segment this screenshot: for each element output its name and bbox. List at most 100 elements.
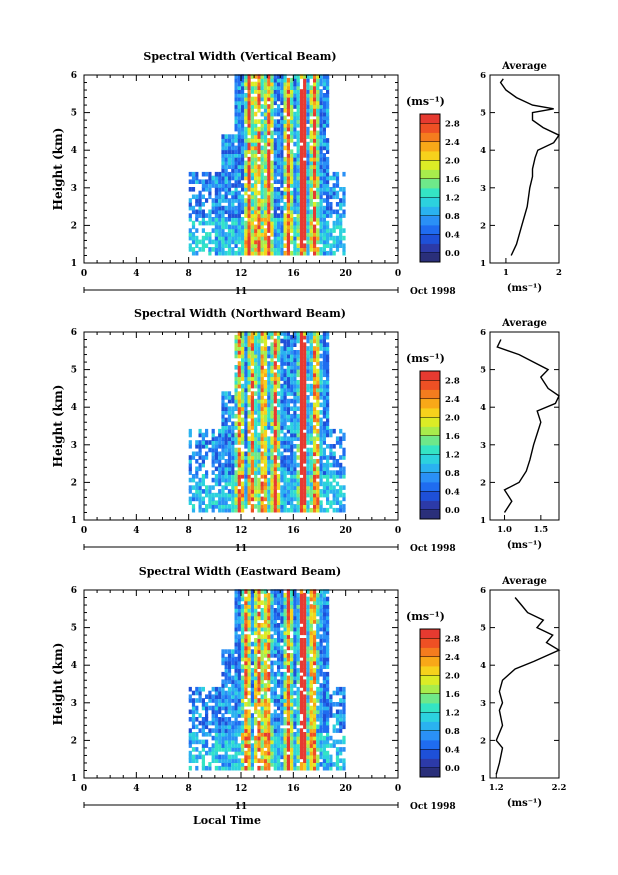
colorbar-tick-label: 1.6 — [445, 175, 460, 185]
heatmap-cell — [250, 702, 254, 707]
heatmap-cell — [267, 713, 271, 718]
heatmap-cell — [322, 630, 326, 636]
heatmap-cell — [286, 743, 290, 748]
heatmap-cell — [257, 683, 261, 688]
heatmap-cell — [257, 743, 261, 748]
heatmap-cell — [319, 164, 323, 169]
heatmap-cell — [247, 175, 251, 181]
heatmap-cell — [247, 224, 251, 230]
heatmap-cell — [277, 357, 281, 363]
heatmap-cell — [296, 250, 300, 256]
heatmap-cell — [309, 645, 313, 651]
heatmap-cell — [296, 485, 300, 490]
heatmap-cell — [296, 649, 300, 654]
heatmap-cell — [290, 156, 294, 162]
heatmap-cell — [231, 724, 235, 730]
heatmap-cell — [306, 686, 310, 692]
heatmap-cell — [286, 428, 290, 434]
heatmap-cell — [299, 596, 304, 602]
heatmap-cell — [260, 664, 264, 669]
heatmap-cell — [270, 758, 274, 763]
heatmap-cell — [273, 683, 277, 688]
heatmap-cell — [303, 496, 307, 502]
heatmap-cell — [270, 383, 274, 389]
heatmap-cell — [322, 391, 326, 396]
heatmap-cell — [293, 376, 297, 381]
heatmap-cell — [260, 391, 264, 396]
heatmap-cell — [342, 485, 346, 490]
heatmap-cell — [260, 668, 264, 673]
heatmap-cell — [250, 342, 254, 347]
heatmap-cell — [260, 470, 264, 475]
heatmap-cell — [319, 372, 323, 378]
heatmap-cell — [267, 187, 271, 192]
heatmap-cell — [306, 85, 310, 90]
heatmap-cell — [286, 93, 290, 98]
heatmap-cell — [231, 410, 235, 415]
heatmap-cell — [247, 187, 251, 192]
heatmap-cell — [306, 357, 310, 363]
heatmap-cell — [286, 444, 290, 449]
heatmap-cell — [303, 600, 307, 605]
heatmap-cell — [303, 432, 307, 438]
heatmap-cell — [241, 331, 245, 336]
heatmap-cell — [329, 232, 333, 237]
heatmap-cell — [263, 334, 268, 340]
heatmap-cell — [195, 451, 199, 457]
heatmap-cell — [329, 447, 333, 453]
heatmap-cell — [316, 717, 320, 722]
heatmap-cell — [205, 451, 209, 457]
heatmap-cell — [313, 247, 317, 252]
heatmap-cell — [195, 209, 199, 215]
heatmap-cell — [247, 93, 251, 98]
heatmap-cell — [191, 224, 196, 230]
heatmap-cell — [257, 380, 261, 385]
heatmap-cell — [332, 171, 336, 177]
profile-unit: (ms⁻¹) — [507, 283, 542, 294]
heatmap-cell — [303, 395, 307, 400]
heatmap-cell — [313, 500, 317, 505]
heatmap-cell — [241, 732, 245, 737]
heatmap-cell — [316, 754, 320, 760]
heatmap-cell — [342, 194, 346, 200]
heatmap-cell — [205, 232, 209, 237]
heatmap-cell — [234, 623, 238, 628]
heatmap-cell — [319, 183, 323, 188]
heatmap-cell — [286, 368, 290, 374]
heatmap-cell — [260, 413, 264, 419]
heatmap-cell — [237, 156, 241, 162]
heatmap-cell — [250, 213, 254, 218]
heatmap-cell — [241, 604, 245, 609]
heatmap-cell — [293, 421, 297, 426]
heatmap-cell — [244, 470, 248, 475]
heatmap-cell — [313, 459, 317, 464]
heatmap-cell — [237, 134, 241, 139]
heatmap-cell — [250, 383, 254, 389]
heatmap-cell — [326, 81, 330, 87]
heatmap-cell — [299, 432, 304, 438]
heatmap-cell — [299, 402, 304, 408]
heatmap-cell — [195, 765, 199, 771]
heatmap-cell — [263, 391, 268, 396]
heatmap-cell — [267, 596, 271, 602]
heatmap-cell — [309, 213, 313, 218]
heatmap-cell — [313, 205, 317, 211]
heatmap-cell — [309, 183, 313, 188]
heatmap-cell — [277, 623, 281, 628]
heatmap-cell — [322, 462, 326, 468]
heatmap-cell — [290, 93, 294, 98]
heatmap-cell — [322, 702, 326, 707]
heatmap-cell — [306, 365, 310, 370]
heatmap-cell — [309, 690, 313, 696]
heatmap-cell — [306, 656, 310, 662]
heatmap-cell — [283, 656, 287, 662]
heatmap-cell — [299, 160, 304, 166]
heatmap-cell — [280, 698, 284, 703]
y-tick-label: 1 — [71, 259, 77, 269]
heatmap-cell — [234, 342, 238, 347]
heatmap-cell — [247, 451, 251, 457]
heatmap-cell — [201, 739, 205, 745]
heatmap-cell — [250, 743, 254, 748]
heatmap-cell — [319, 198, 323, 203]
heatmap-cell — [208, 194, 212, 200]
